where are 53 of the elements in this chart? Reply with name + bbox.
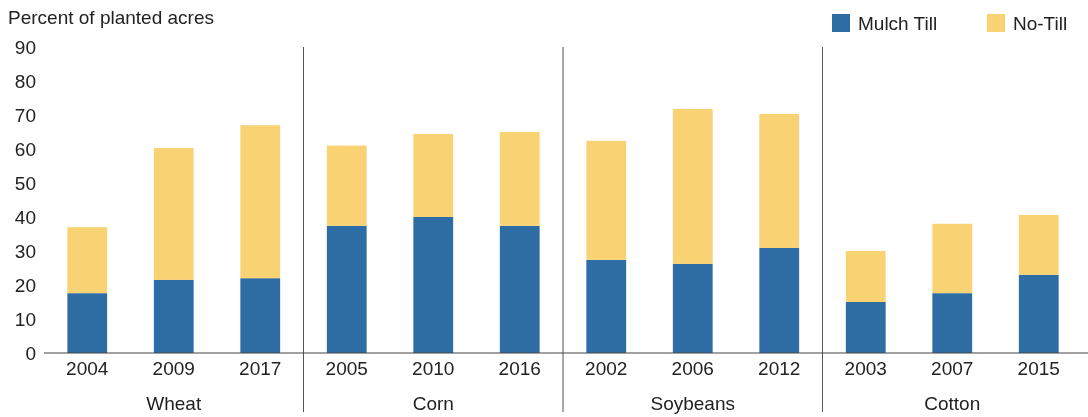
bar	[153, 147, 194, 280]
bar	[932, 293, 973, 353]
legend-label: No-Till	[1013, 12, 1068, 34]
bar	[326, 225, 367, 353]
x-tick-label: 2007	[931, 358, 974, 379]
bar	[240, 278, 281, 353]
bar	[499, 225, 540, 353]
x-tick-label: 2004	[66, 358, 109, 379]
bar	[845, 251, 886, 302]
bar	[240, 125, 281, 279]
bar	[586, 259, 627, 353]
y-axis-title: Percent of planted acres	[8, 7, 214, 28]
bar	[845, 302, 886, 353]
bar	[672, 108, 713, 264]
y-tick-label: 50	[14, 172, 36, 194]
bar	[153, 279, 194, 353]
x-tick-label: 2002	[585, 358, 628, 379]
bar	[759, 113, 800, 248]
x-tick-label: 2012	[758, 358, 801, 379]
bar	[932, 223, 973, 294]
x-tick-label: 2009	[152, 358, 195, 379]
x-tick-label: 2003	[844, 358, 887, 379]
bar	[67, 227, 108, 294]
y-tick-label: 40	[14, 206, 36, 228]
text: Wheat	[146, 393, 202, 414]
y-tick-label: 30	[14, 240, 36, 262]
legend-label: Mulch Till	[858, 12, 938, 34]
bar	[67, 293, 108, 353]
y-tick-label: 10	[14, 308, 36, 330]
x-tick-label: 2017	[239, 358, 282, 379]
bar	[759, 247, 800, 353]
y-tick-label: 0	[25, 342, 36, 364]
y-tick-label: 60	[14, 138, 36, 160]
bar	[672, 263, 713, 353]
text: Corn	[412, 393, 454, 414]
x-tick-label: 2010	[412, 358, 455, 379]
bar	[1018, 274, 1059, 353]
y-tick-label: 20	[14, 274, 36, 296]
text: Soybeans	[650, 393, 736, 414]
bar	[1018, 214, 1059, 275]
y-tick-label: 90	[14, 36, 36, 58]
text: Cotton	[924, 393, 981, 414]
bar	[413, 134, 454, 217]
bar	[326, 145, 367, 226]
y-tick-label: 70	[14, 104, 36, 126]
x-tick-label: 2006	[671, 358, 714, 379]
y-tick-label: 80	[14, 70, 36, 92]
bar	[413, 217, 454, 353]
bar	[499, 132, 540, 226]
x-tick-label: 2016	[498, 358, 541, 379]
bar	[586, 140, 627, 260]
x-tick-label: 2015	[1017, 358, 1060, 379]
x-tick-label: 2005	[325, 358, 368, 379]
